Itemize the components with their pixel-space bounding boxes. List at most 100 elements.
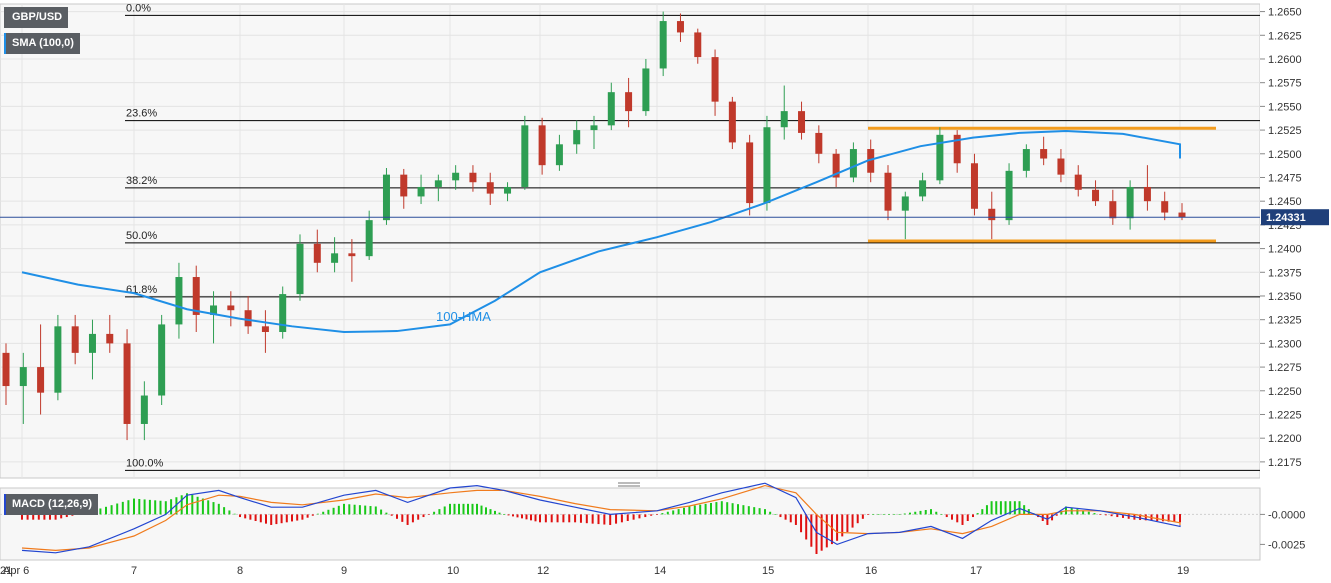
candle-body [1057, 158, 1065, 175]
y-tick-label: 1.2450 [1268, 196, 1302, 208]
candle-body [780, 111, 788, 128]
macd-histogram-bar [485, 507, 487, 515]
macd-histogram-bar [148, 499, 151, 515]
instrument-text: GBP/USD [12, 11, 63, 23]
macd-histogram-bar [893, 514, 896, 515]
macd-histogram-bar [449, 503, 451, 515]
candle-body [659, 21, 667, 69]
candle-body [901, 196, 909, 211]
macd-histogram-bar [820, 514, 823, 551]
macd-histogram-bar [353, 504, 356, 515]
x-tick-label: 17 [970, 565, 982, 577]
macd-histogram-bar [480, 505, 483, 515]
y-tick-label: 1.2300 [1268, 338, 1302, 350]
hma-annotation: 100-HMA [436, 309, 491, 324]
macd-histogram-bar [836, 514, 839, 541]
fibonacci-level-label: 38.2% [126, 175, 157, 187]
candle-body [988, 208, 996, 221]
fibonacci-level-label: 61.8% [126, 284, 157, 296]
macd-histogram-bar [935, 511, 938, 515]
macd-histogram-bar [217, 503, 220, 515]
macd-histogram-bar [285, 514, 288, 523]
macd-histogram-bar [556, 514, 559, 523]
macd-histogram-bar [396, 514, 398, 519]
macd-histogram-bar [985, 505, 988, 515]
candle-body [365, 220, 373, 257]
macd-histogram-bar [825, 514, 828, 548]
macd-histogram-bar [644, 514, 647, 518]
macd-histogram-bar [254, 514, 257, 521]
y-tick-label: 1.2250 [1268, 386, 1302, 398]
macd-histogram-bar [275, 514, 278, 525]
macd-histogram-bar [1076, 509, 1079, 515]
macd-histogram-bar [521, 514, 523, 519]
macd-histogram-bar [507, 514, 510, 516]
instrument-label[interactable]: GBP/USD [4, 7, 69, 28]
candle-body [867, 149, 875, 173]
macd-indicator-label[interactable]: MACD (12,26,9) [4, 494, 99, 515]
candle-body [434, 180, 442, 187]
macd-histogram-bar [311, 514, 314, 516]
macd-histogram-bar [49, 514, 51, 520]
macd-histogram-bar [972, 514, 974, 518]
macd-histogram-bar [462, 503, 465, 515]
macd-histogram-bar [688, 506, 691, 515]
y-tick-label: 1.2475 [1268, 172, 1302, 184]
macd-histogram-bar [105, 506, 107, 515]
candle-body [486, 182, 494, 194]
macd-histogram-bar [769, 511, 772, 515]
macd-histogram-bar [175, 497, 178, 515]
macd-histogram-bar [476, 503, 478, 515]
macd-histogram-bar [1173, 514, 1176, 522]
macd-histogram-bar [693, 505, 696, 515]
macd-histogram-bar [280, 514, 283, 524]
macd-histogram-bar [603, 514, 606, 525]
macd-histogram-bar [882, 514, 885, 515]
macd-histogram-bar [924, 510, 927, 515]
fibonacci-level-label: 23.6% [126, 108, 157, 120]
macd-histogram-bar [458, 503, 460, 515]
candle-body [607, 92, 615, 126]
macd-histogram-bar [867, 514, 869, 515]
macd-histogram-bar [385, 512, 388, 515]
macd-histogram-bar [170, 499, 173, 515]
candle-body [123, 343, 131, 424]
candle-body [590, 125, 598, 131]
macd-histogram-bar [945, 514, 948, 518]
macd-histogram-bar [1060, 511, 1063, 515]
macd-histogram-bar [597, 514, 600, 525]
macd-histogram-bar [1161, 514, 1164, 522]
sma-indicator-label[interactable]: SMA (100,0) [4, 33, 80, 54]
macd-histogram-bar [903, 513, 906, 515]
candle-body [815, 132, 823, 154]
macd-histogram-bar [683, 507, 685, 515]
macd-histogram-bar [898, 514, 901, 515]
macd-histogram-bar [830, 514, 833, 545]
y-tick-label: 1.2175 [1268, 457, 1302, 469]
macd-histogram-bar [550, 514, 553, 523]
macd-histogram-bar [60, 514, 63, 519]
macd-histogram-bar [438, 509, 441, 515]
candle-body [400, 174, 408, 197]
macd-histogram-bar [841, 514, 844, 537]
macd-histogram-bar [525, 514, 528, 520]
macd-histogram-bar [390, 514, 393, 516]
macd-histogram-bar [207, 500, 210, 515]
candle-body [1022, 149, 1030, 171]
macd-histogram-bar [327, 509, 330, 515]
candle-body [192, 277, 200, 315]
macd-histogram-bar [239, 514, 241, 518]
macd-histogram-bar [638, 514, 641, 519]
y-axis-area [1260, 0, 1331, 583]
y-tick-label: 1.2525 [1268, 125, 1302, 137]
macd-panel[interactable]: -0.0000 -0.0025 [0, 482, 1305, 561]
macd-histogram-bar [503, 514, 505, 515]
macd-indicator-text: MACD (12,26,9) [12, 498, 93, 510]
macd-histogram-bar [1082, 510, 1085, 515]
candle-body [849, 149, 857, 178]
macd-histogram-bar [999, 501, 1002, 515]
macd-histogram-bar [620, 514, 623, 523]
candle-body [970, 163, 978, 209]
macd-histogram-bar [180, 495, 183, 515]
